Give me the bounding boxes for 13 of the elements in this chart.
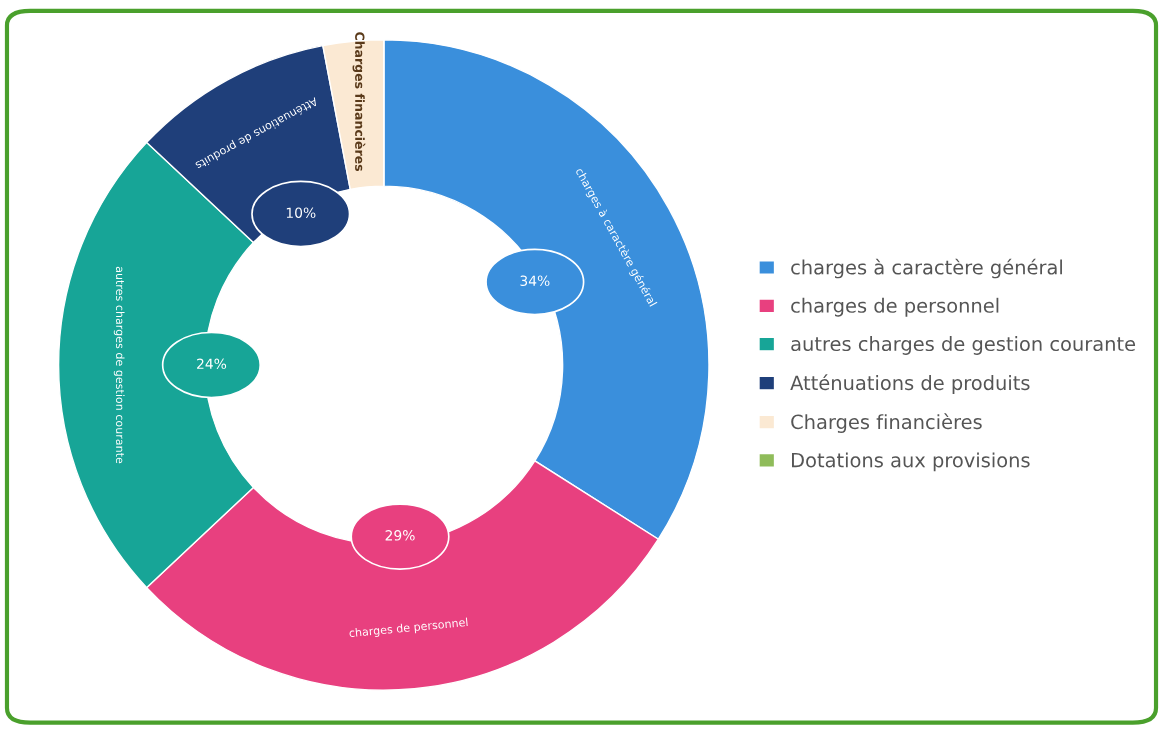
data-label: 34% bbox=[520, 275, 550, 286]
legend-label: Atténuations de produits bbox=[790, 374, 1030, 394]
legend-label: charges à caractère général bbox=[791, 258, 1062, 279]
slice-label: Charges financières bbox=[352, 32, 366, 172]
legend-label: Dotations aux provisions bbox=[792, 452, 1030, 472]
data-label: 29% bbox=[385, 530, 415, 541]
slice-label: charges de personnel bbox=[349, 617, 468, 640]
data-label: 24% bbox=[197, 358, 227, 370]
legend-label: autres charges de gestion courante bbox=[791, 336, 1136, 355]
legend-label: Charges financières bbox=[791, 413, 982, 433]
data-label: 10% bbox=[286, 207, 316, 218]
legend-label: charges de personnel bbox=[791, 297, 999, 317]
slice-label: autres charges de gestion courante bbox=[113, 266, 125, 464]
